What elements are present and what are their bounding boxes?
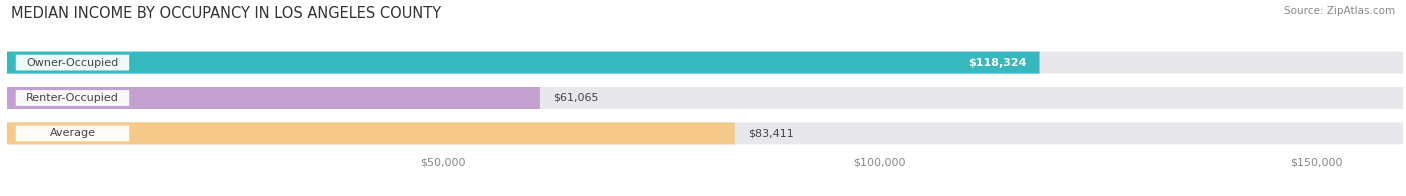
Text: $61,065: $61,065: [553, 93, 599, 103]
FancyBboxPatch shape: [15, 55, 129, 71]
FancyBboxPatch shape: [7, 52, 1039, 74]
FancyBboxPatch shape: [7, 122, 1403, 144]
FancyBboxPatch shape: [7, 52, 1403, 74]
Text: Average: Average: [49, 128, 96, 138]
FancyBboxPatch shape: [15, 90, 129, 106]
Text: Renter-Occupied: Renter-Occupied: [27, 93, 120, 103]
Text: Owner-Occupied: Owner-Occupied: [27, 58, 118, 68]
Text: $118,324: $118,324: [967, 58, 1026, 68]
Text: Source: ZipAtlas.com: Source: ZipAtlas.com: [1284, 6, 1395, 16]
FancyBboxPatch shape: [7, 87, 540, 109]
Text: $83,411: $83,411: [748, 128, 794, 138]
FancyBboxPatch shape: [15, 125, 129, 141]
FancyBboxPatch shape: [7, 122, 735, 144]
FancyBboxPatch shape: [7, 87, 1403, 109]
Text: MEDIAN INCOME BY OCCUPANCY IN LOS ANGELES COUNTY: MEDIAN INCOME BY OCCUPANCY IN LOS ANGELE…: [11, 6, 441, 21]
